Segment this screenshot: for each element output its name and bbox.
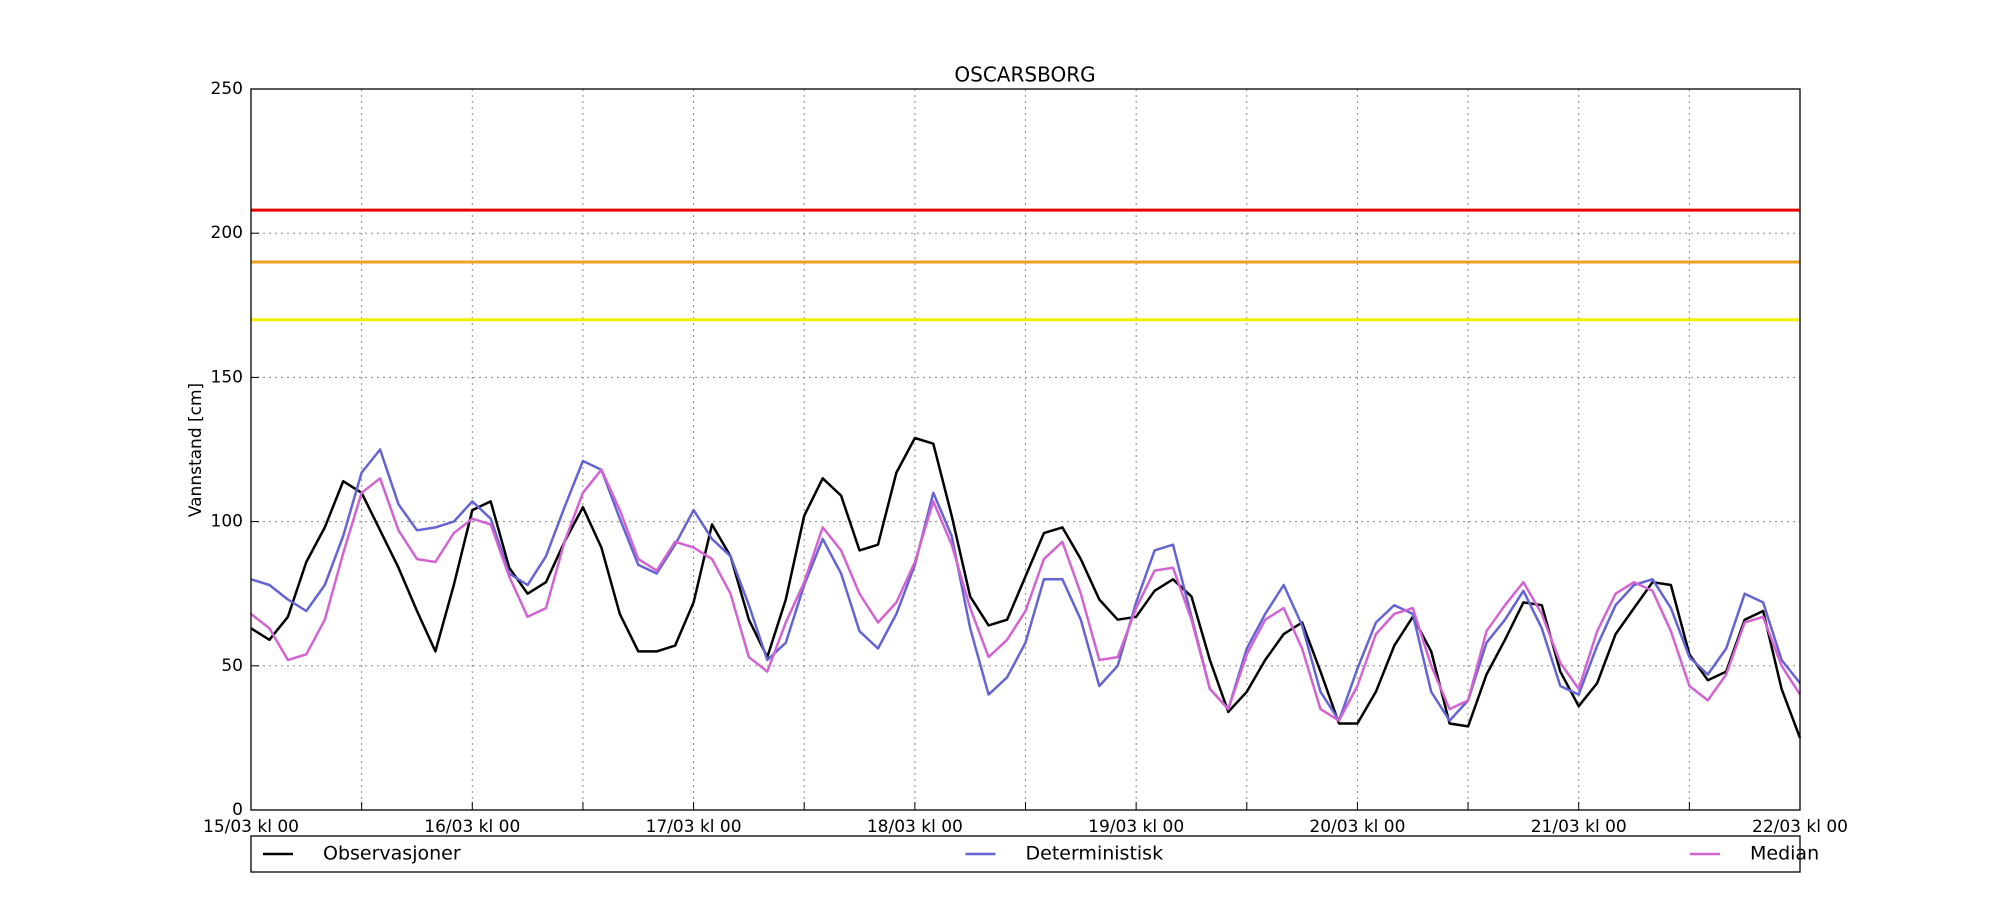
y-axis-label: Vannstand [cm] bbox=[186, 383, 206, 517]
series-line bbox=[250, 448, 1801, 722]
y-tick-label: 100 bbox=[211, 512, 243, 532]
y-tick-label: 150 bbox=[211, 367, 243, 387]
x-tick-label: 17/03 kl 00 bbox=[646, 817, 742, 837]
y-tick-label: 250 bbox=[211, 79, 243, 99]
y-tick-label: 0 bbox=[232, 800, 243, 820]
x-tick-label: 15/03 kl 00 bbox=[203, 817, 299, 837]
chart-title: OSCARSBORG bbox=[954, 63, 1095, 87]
legend-label: Deterministisk bbox=[1026, 843, 1164, 865]
legend-label: Median bbox=[1750, 843, 1819, 865]
series-line bbox=[250, 436, 1802, 739]
x-tick-label: 20/03 kl 00 bbox=[1309, 817, 1405, 837]
x-tick-label: 21/03 kl 00 bbox=[1531, 817, 1627, 837]
x-tick-label: 22/03 kl 00 bbox=[1752, 817, 1848, 837]
y-tick-label: 200 bbox=[211, 223, 243, 243]
legend-label: Observasjoner bbox=[323, 843, 461, 865]
y-tick-label: 50 bbox=[221, 656, 243, 676]
x-tick-label: 19/03 kl 00 bbox=[1088, 817, 1184, 837]
x-tick-label: 16/03 kl 00 bbox=[424, 817, 520, 837]
legend-box bbox=[250, 835, 1801, 873]
series-line bbox=[250, 468, 1802, 722]
plot-frame bbox=[250, 88, 1801, 811]
x-tick-label: 18/03 kl 00 bbox=[867, 817, 963, 837]
